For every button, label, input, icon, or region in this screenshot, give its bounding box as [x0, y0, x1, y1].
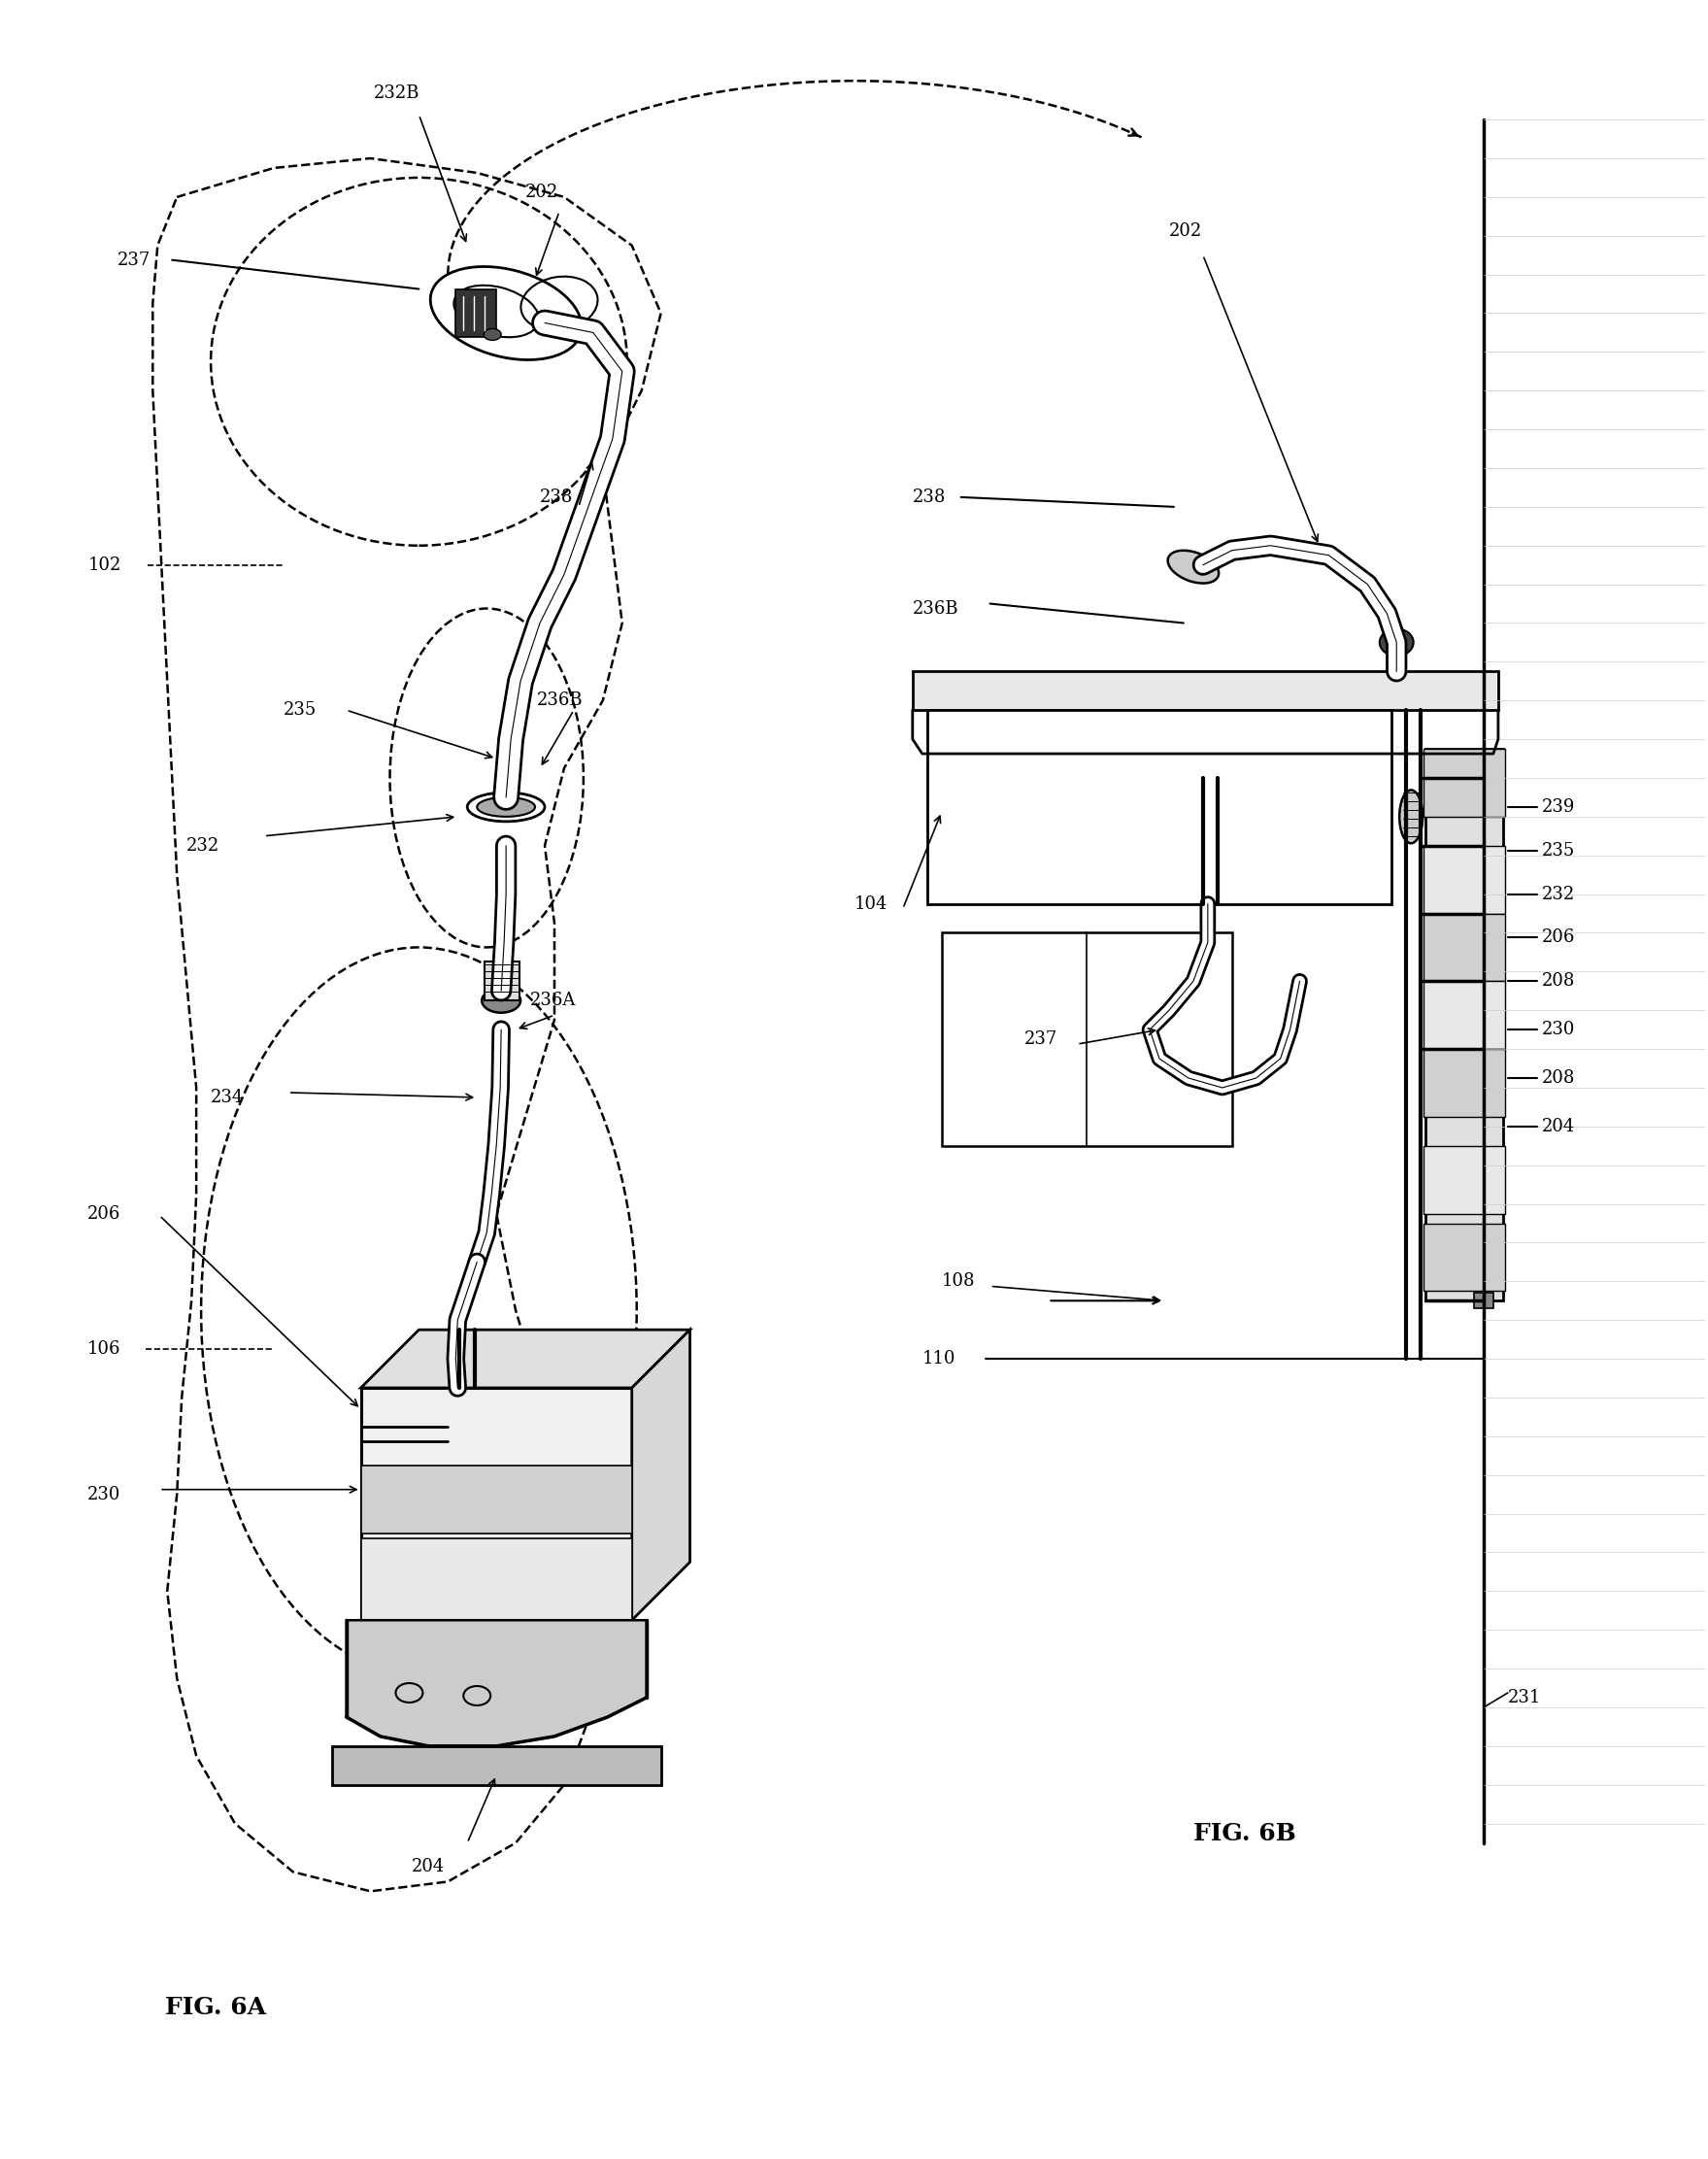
- Bar: [1424, 1049, 1505, 1116]
- Text: 236B: 236B: [536, 691, 582, 708]
- Polygon shape: [456, 289, 497, 337]
- Text: 208: 208: [1542, 972, 1575, 991]
- Text: 230: 230: [1542, 1021, 1575, 1038]
- Text: 202: 202: [1168, 222, 1202, 240]
- Text: 206: 206: [1542, 928, 1575, 946]
- Text: 208: 208: [1542, 1069, 1575, 1086]
- Text: 106: 106: [87, 1341, 120, 1358]
- Text: FIG. 6B: FIG. 6B: [1194, 1822, 1296, 1844]
- Text: 237: 237: [1023, 1030, 1057, 1047]
- Ellipse shape: [482, 989, 521, 1013]
- Bar: [1474, 1293, 1493, 1308]
- Text: 232: 232: [1542, 885, 1575, 902]
- Text: 236B: 236B: [912, 600, 958, 617]
- Ellipse shape: [1380, 628, 1414, 656]
- Text: 104: 104: [854, 896, 888, 913]
- Bar: [941, 933, 1231, 1146]
- Bar: [1424, 980, 1505, 1049]
- Text: 236A: 236A: [529, 991, 576, 1010]
- Text: 238: 238: [540, 488, 574, 505]
- Text: 238: 238: [912, 488, 946, 505]
- Bar: [1426, 749, 1503, 1300]
- Text: 110: 110: [922, 1349, 956, 1367]
- Polygon shape: [347, 1619, 646, 1747]
- Bar: [1424, 846, 1505, 913]
- Text: 235: 235: [284, 702, 316, 719]
- Text: 206: 206: [87, 1205, 120, 1222]
- Text: 204: 204: [412, 1859, 446, 1876]
- Text: FIG. 6A: FIG. 6A: [166, 1995, 266, 2019]
- Bar: [1424, 913, 1505, 980]
- Bar: [360, 1466, 632, 1533]
- Ellipse shape: [468, 792, 545, 820]
- Bar: [360, 1537, 632, 1619]
- Ellipse shape: [1168, 551, 1220, 583]
- Ellipse shape: [1399, 790, 1423, 844]
- Bar: [485, 963, 519, 1000]
- Bar: [912, 671, 1498, 710]
- Polygon shape: [632, 1330, 690, 1619]
- Bar: [1424, 749, 1505, 816]
- Bar: [927, 710, 1392, 905]
- Bar: [1424, 1224, 1505, 1291]
- Text: 231: 231: [1508, 1688, 1541, 1706]
- Text: 204: 204: [1542, 1118, 1575, 1136]
- Polygon shape: [360, 1330, 690, 1388]
- Text: 230: 230: [87, 1485, 120, 1503]
- Text: 239: 239: [1542, 799, 1575, 816]
- Bar: [1424, 1146, 1505, 1213]
- Text: 234: 234: [210, 1088, 244, 1105]
- Text: 202: 202: [526, 184, 559, 201]
- Ellipse shape: [477, 797, 535, 816]
- Text: 108: 108: [941, 1272, 975, 1291]
- Text: 237: 237: [116, 250, 150, 268]
- Text: 235: 235: [1542, 842, 1575, 859]
- Text: 232: 232: [186, 838, 220, 855]
- Ellipse shape: [483, 328, 500, 341]
- Text: 102: 102: [87, 557, 121, 574]
- Bar: [331, 1747, 661, 1785]
- Text: 232B: 232B: [374, 84, 420, 101]
- Bar: [360, 1388, 632, 1619]
